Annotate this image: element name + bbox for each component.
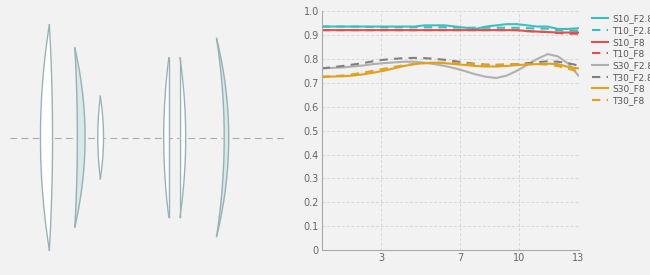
Legend: S10_F2.8, T10_F2.8, S10_F8, T10_F8, S30_F2.8, T30_F2.8, S30_F8, T30_F8: S10_F2.8, T10_F2.8, S10_F8, T10_F8, S30_…	[588, 11, 650, 109]
Polygon shape	[216, 39, 229, 236]
Polygon shape	[180, 58, 186, 217]
Polygon shape	[164, 58, 169, 217]
Polygon shape	[98, 96, 103, 179]
Polygon shape	[40, 25, 53, 250]
Polygon shape	[75, 48, 85, 227]
